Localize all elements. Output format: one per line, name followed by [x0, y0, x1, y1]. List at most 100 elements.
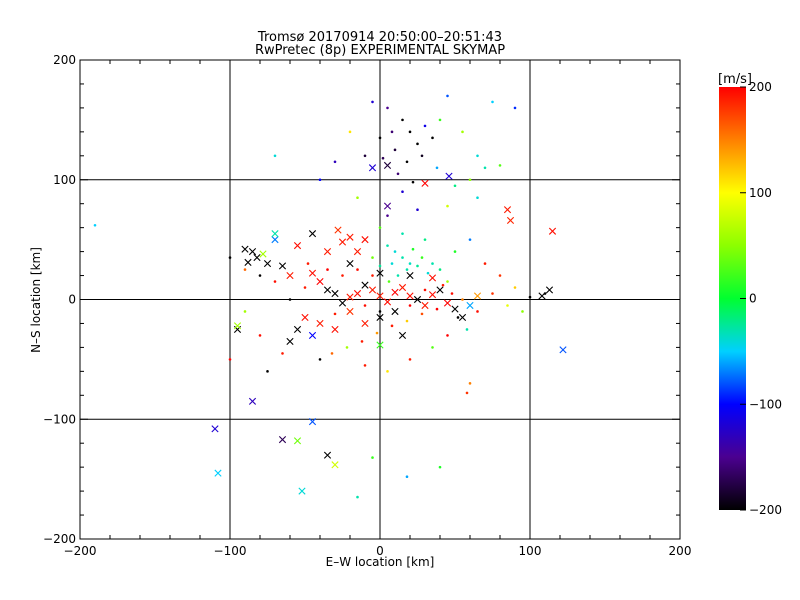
x-tick-label: 100 [519, 544, 542, 558]
scatter-point-x [466, 301, 474, 310]
scatter-point-x [308, 230, 317, 238]
scatter-point-x [316, 277, 324, 286]
scatter-point-dot [426, 271, 430, 275]
scatter-point-dot [431, 136, 434, 140]
x-axis-label: E–W location [km] [326, 555, 435, 569]
scatter-point-dot [360, 340, 364, 343]
scatter-point-dot [438, 118, 442, 122]
scatter-point-dot [381, 156, 385, 160]
scatter-point-dot [378, 136, 382, 140]
y-tick-label: −100 [43, 412, 76, 426]
scatter-point-x [331, 461, 339, 469]
scatter-point-dot [476, 196, 479, 200]
y-axis-ticks: −200 −100 0 100 200 [43, 53, 680, 546]
x-tick-label: 0 [376, 544, 384, 558]
scatter-point-dot [363, 154, 367, 158]
scatter-point-dot [371, 256, 374, 259]
scatter-point-x [334, 226, 342, 234]
scatter-point-x [346, 307, 354, 316]
scatter-point-x [331, 289, 339, 298]
scatter-point-dot [356, 196, 359, 200]
scatter-point-x [271, 236, 279, 244]
scatter-point-x [248, 397, 257, 405]
scatter-point-x [286, 337, 294, 346]
scatter-point-dot [390, 262, 394, 265]
scatter-point-dot [416, 264, 419, 268]
scatter-point-dot [356, 268, 359, 271]
scatter-point-dot [281, 352, 284, 355]
scatter-point-x [383, 298, 392, 306]
scatter-point-dot [453, 250, 457, 253]
scatter-point-dot [468, 178, 472, 182]
scatter-point-dot [386, 244, 389, 247]
scatter-point-x [376, 269, 384, 277]
scatter-point-x [383, 202, 392, 210]
scatter-point-x [323, 286, 332, 294]
scatter-point-dot [411, 180, 415, 184]
scatter-point-x [346, 233, 354, 241]
scatter-point-dot [356, 495, 359, 499]
scatter-point-dot [446, 204, 449, 208]
scatter-point-dot [333, 160, 337, 164]
scatter-point-x [506, 216, 515, 225]
scatter-point-x [548, 227, 557, 235]
scatter-point-dot [326, 268, 329, 271]
scatter-point-dot [341, 274, 344, 277]
scatter-point-dot [456, 316, 460, 319]
scatter-point-x [278, 436, 287, 444]
scatter-point-dot [513, 286, 517, 289]
scatter-point-x [361, 236, 369, 244]
scatter-point-x [301, 313, 309, 322]
scatter-point-dot [468, 382, 472, 385]
scatter-point-x [376, 341, 384, 349]
scatter-point-dot [371, 100, 374, 104]
scatter-point-dot [306, 262, 310, 265]
scatter-point-x [361, 281, 369, 289]
scatter-point-dot [386, 214, 389, 217]
scatter-point-dot [273, 280, 277, 283]
scatter-point-dot [345, 346, 349, 349]
scatter-point-dot [420, 256, 424, 259]
scatter-point-x [376, 292, 384, 300]
scatter-point-x [298, 487, 306, 495]
scatter-point-x [293, 437, 302, 445]
scatter-point-dot [416, 208, 419, 211]
colorbar-tick-label: −100 [749, 397, 782, 411]
y-axis-label: N–S location [km] [29, 247, 43, 353]
scatter-point-x [346, 259, 354, 268]
scatter-point-x [398, 283, 407, 292]
scatter-point-x [368, 164, 377, 172]
colorbar-tick-label: −200 [749, 503, 782, 517]
scatter-point-dot [431, 262, 434, 265]
scatter-point-dot [521, 310, 524, 313]
scatter-point-dot [318, 358, 322, 361]
scatter-point-dot [387, 280, 391, 283]
scatter-point-x [406, 292, 414, 300]
scatter-point-dot [378, 264, 382, 268]
scatter-point-dot [348, 130, 352, 134]
scatter-point-dot [228, 256, 232, 259]
scatter-point-dot [330, 352, 334, 355]
scatter-point-dot [483, 262, 487, 265]
scatter-point-x [338, 299, 347, 307]
scatter-point-x [445, 172, 453, 180]
scatter-point-x [451, 305, 459, 313]
scatter-point-dot [405, 160, 409, 164]
scatter-point-dot [483, 166, 487, 170]
scatter-point-dot [258, 334, 262, 337]
scatter-point-dot [386, 370, 389, 373]
scatter-point-x [443, 299, 452, 307]
scatter-point-dot [446, 94, 449, 98]
scatter-point-dot [461, 298, 464, 301]
scatter-point-x [398, 331, 407, 340]
scatter-point-dot [386, 106, 389, 110]
scatter-point-dot [543, 292, 547, 295]
scatter-point-dot [423, 288, 427, 292]
scatter-point-x [559, 346, 567, 354]
scatter-point-dot [243, 268, 247, 271]
scatter-point-dot [393, 250, 397, 253]
scatter-point-x [353, 289, 362, 298]
scatter-point-dot [405, 475, 409, 479]
x-tick-label: 200 [669, 544, 692, 558]
scatter-point-x [368, 286, 377, 294]
